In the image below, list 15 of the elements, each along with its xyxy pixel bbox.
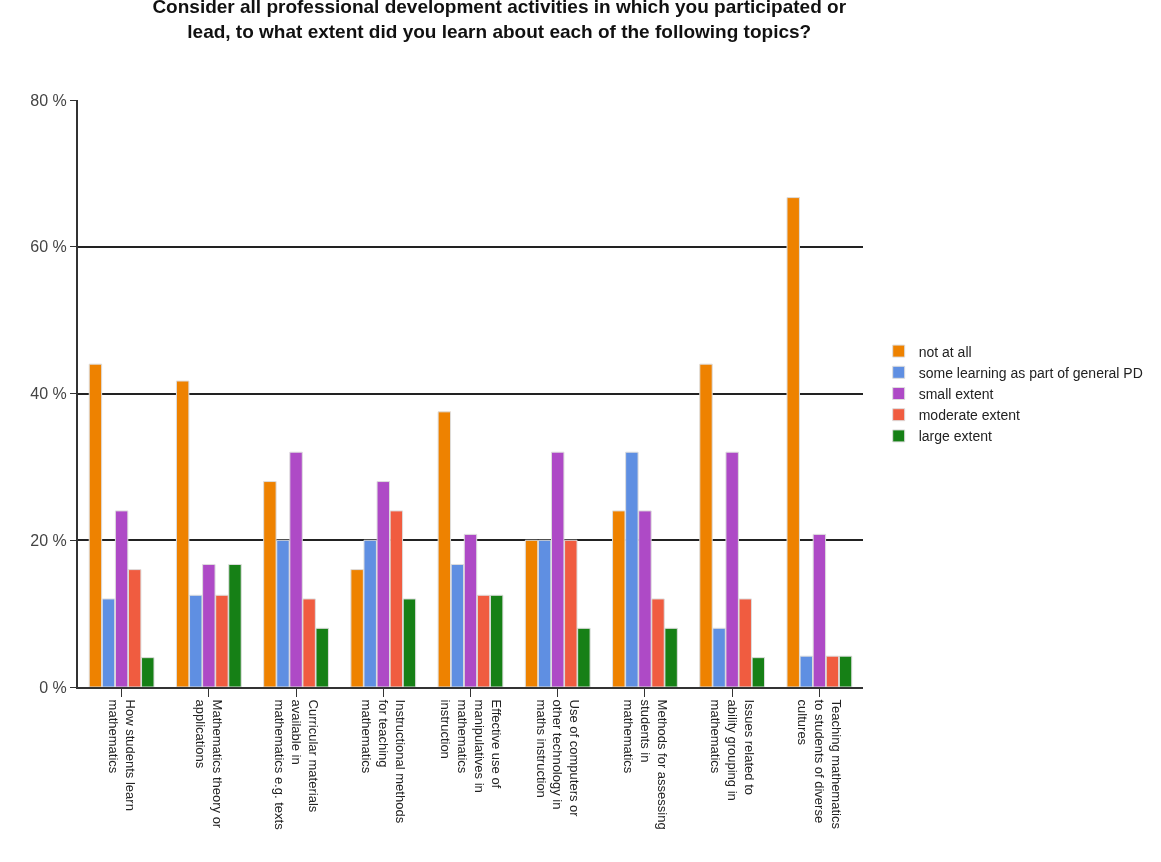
- legend-label: some learning as part of general PD: [918, 364, 1143, 381]
- y-tick-label: 0 %: [39, 678, 67, 696]
- legend-label: large extent: [918, 428, 992, 445]
- chart-title: Consider all professional development activities in which you participated or lead, to what extent did you learn about each of the following topics?: [152, 0, 847, 42]
- legend-label: not at all: [918, 343, 972, 360]
- y-tick-label: 40 %: [30, 385, 67, 403]
- x-tick-label: How students learn mathematics: [105, 699, 138, 811]
- y-tick-label: 80 %: [30, 91, 67, 109]
- legend-label: small extent: [918, 385, 994, 402]
- legend-label: moderate extent: [918, 407, 1020, 424]
- x-tick-label: Teaching mathematics to students of diverse cultures: [795, 699, 845, 830]
- y-tick-label: 60 %: [30, 238, 67, 256]
- y-tick-label: 20 %: [30, 531, 67, 549]
- x-tick-label: Effective use of manipulatives in mathematics instruction: [437, 699, 504, 793]
- x-tick-label: Mathematics theory or applications: [193, 699, 226, 829]
